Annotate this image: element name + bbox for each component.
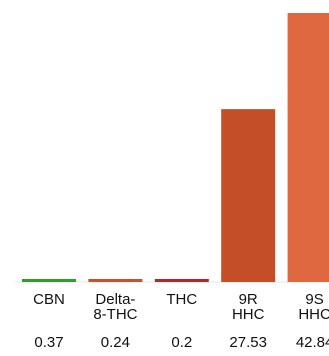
x-tick-label-2: THC — [166, 291, 197, 308]
x-tick-label-line: 8-THC — [93, 306, 137, 323]
data-label-0: 0.37 — [34, 334, 63, 351]
bar-3 — [221, 109, 276, 283]
bar-2 — [154, 279, 209, 282]
x-tick-label-line: THC — [166, 291, 197, 308]
x-tick-label-3: 9R HHC — [232, 291, 265, 323]
bars-group — [22, 13, 329, 283]
data-label-4: 42.84 — [296, 334, 329, 351]
x-tick-label-line: CBN — [33, 291, 65, 308]
bar-4 — [287, 13, 329, 282]
x-tick-label-4: 9S HHC — [298, 291, 329, 323]
data-label-2: 0.2 — [171, 334, 192, 351]
x-tick-label-1: Delta-8-THC — [93, 291, 137, 323]
bar-0 — [22, 279, 76, 282]
data-label-3: 27.53 — [229, 334, 267, 351]
x-tick-label-0: CBN — [33, 291, 65, 308]
x-tick-label-line: HHC — [232, 306, 265, 323]
data-labels: 0.37 0.24 0.2 27.53 42.84 — [34, 334, 329, 351]
bar-1 — [88, 279, 143, 282]
x-tick-label-line: 9R — [239, 291, 258, 308]
x-tick-label-line: HHC — [298, 306, 329, 323]
data-label-1: 0.24 — [101, 334, 130, 351]
x-tick-label-line: Delta- — [95, 291, 135, 308]
x-tick-label-line: 9S — [305, 291, 323, 308]
